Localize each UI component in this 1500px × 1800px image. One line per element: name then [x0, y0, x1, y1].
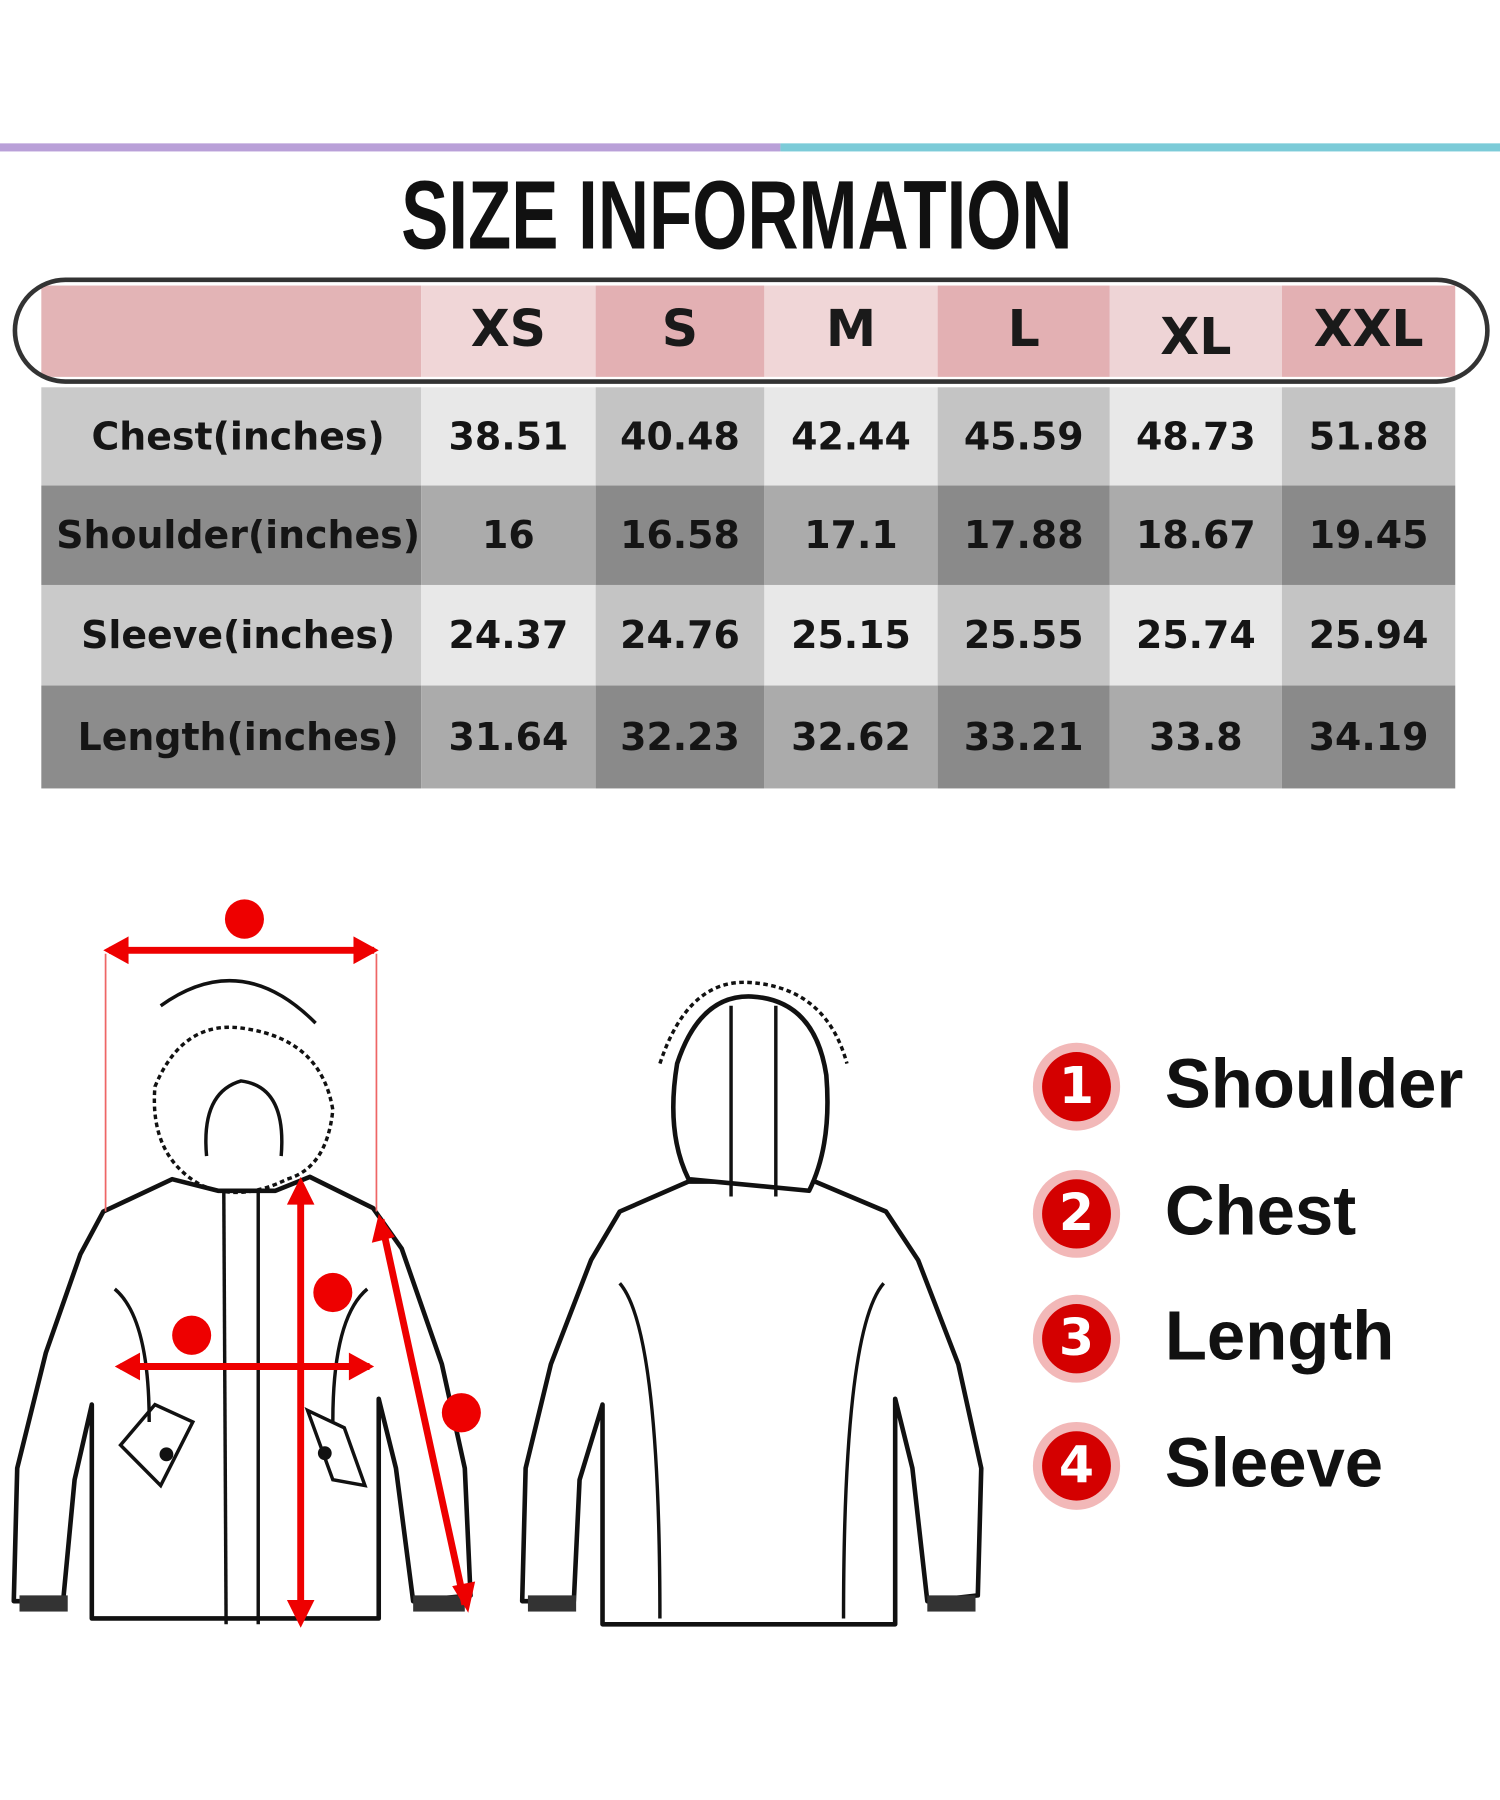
measurement-value: 19.45 — [1309, 513, 1429, 557]
header-cell — [1109, 285, 1282, 377]
table-cell — [1281, 387, 1456, 486]
header-cell — [937, 285, 1110, 377]
legend-label: Shoulder — [1165, 1044, 1463, 1122]
measurement-value: 16 — [482, 513, 535, 557]
measurement-value: 17.1 — [804, 513, 897, 557]
table-cell — [764, 584, 938, 686]
table-cell — [937, 485, 1110, 585]
legend-number: 4 — [1059, 1435, 1094, 1494]
size-header: S — [662, 299, 698, 358]
measurement-value: 42.44 — [791, 414, 911, 458]
table-cell — [421, 485, 596, 585]
measurement-value: 48.73 — [1136, 414, 1256, 458]
row-label: Sleeve(inches) — [81, 613, 395, 657]
table-cell — [595, 584, 765, 686]
size-table: XS S M L XL XXL Chest(inches) 38.51 40.48 42.44 45… — [41, 285, 1456, 789]
header-cell — [41, 285, 422, 377]
legend-number: 3 — [1059, 1308, 1094, 1367]
table-cell — [41, 387, 422, 486]
size-header: M — [826, 299, 876, 358]
table-cell — [1109, 685, 1282, 789]
table-cell — [421, 685, 596, 789]
row-label: Chest(inches) — [92, 414, 385, 458]
size-header: XL — [1160, 307, 1231, 366]
measurement-value: 25.55 — [964, 613, 1084, 657]
measurement-value: 24.76 — [620, 613, 740, 657]
header-cell — [764, 285, 938, 377]
table-cell — [595, 485, 765, 585]
legend: 1 Shoulder 2 Chest 3 Length 4 Sleeve — [1032, 1042, 1463, 1510]
measurement-value: 18.67 — [1136, 513, 1256, 557]
measurement-value: 25.94 — [1309, 613, 1429, 657]
jacket-back — [519, 980, 984, 1627]
table-cell — [1281, 685, 1456, 789]
measurement-value: 25.74 — [1136, 613, 1256, 657]
header-cell — [595, 285, 765, 377]
table-cell — [595, 387, 765, 486]
table-cell — [1109, 387, 1282, 486]
title: SIZE INFORMATION — [401, 160, 1072, 269]
header-outline — [12, 277, 1490, 384]
legend-badge — [1042, 1304, 1111, 1374]
measurement-value: 31.64 — [449, 715, 569, 759]
stripe-purple — [0, 143, 781, 152]
measurement-value: 34.19 — [1309, 715, 1429, 759]
header-cell — [1281, 285, 1456, 377]
table-cell — [1109, 485, 1282, 585]
measurement-value: 45.59 — [964, 414, 1084, 458]
table-cell — [41, 685, 422, 789]
table-cell — [421, 584, 596, 686]
legend-badge — [1042, 1431, 1111, 1501]
table-cell — [937, 387, 1110, 486]
legend-label: Chest — [1165, 1171, 1356, 1249]
legend-label: Length — [1165, 1296, 1394, 1374]
measurement-value: 32.62 — [791, 715, 911, 759]
table-cell — [41, 584, 422, 686]
table-cell — [1281, 584, 1456, 686]
jacket-front — [11, 978, 473, 1625]
legend-badge — [1042, 1179, 1111, 1249]
measurement-value: 33.8 — [1149, 715, 1242, 759]
legend-number: 2 — [1059, 1183, 1094, 1242]
table-cell — [937, 685, 1110, 789]
size-header: L — [1008, 299, 1040, 358]
legend-number: 1 — [1059, 1056, 1094, 1115]
table-cell — [937, 584, 1110, 686]
measurement-value: 40.48 — [620, 414, 740, 458]
size-header: XS — [471, 299, 546, 358]
table-cell — [764, 685, 938, 789]
measurement-value: 33.21 — [964, 715, 1084, 759]
stripe-teal — [780, 143, 1500, 152]
table-cell — [41, 485, 422, 585]
measurement-value: 38.51 — [449, 414, 569, 458]
row-label: Shoulder(inches) — [56, 513, 420, 557]
measurement-value: 24.37 — [449, 613, 569, 657]
table-cell — [1281, 485, 1456, 585]
measurement-value: 17.88 — [964, 513, 1084, 557]
table-cell — [595, 685, 765, 789]
measure-arrows — [103, 899, 481, 1628]
header-cell — [421, 285, 596, 377]
measurement-value: 51.88 — [1309, 414, 1429, 458]
measurement-value: 16.58 — [620, 513, 740, 557]
measurement-value: 25.15 — [791, 613, 911, 657]
size-header: XXL — [1314, 299, 1424, 358]
table-cell — [764, 485, 938, 585]
row-label: Length(inches) — [78, 715, 399, 759]
table-cell — [764, 387, 938, 486]
legend-label: Sleeve — [1165, 1423, 1383, 1501]
table-cell — [1109, 584, 1282, 686]
measurement-value: 32.23 — [620, 715, 740, 759]
legend-badge — [1042, 1052, 1111, 1122]
table-cell — [421, 387, 596, 486]
